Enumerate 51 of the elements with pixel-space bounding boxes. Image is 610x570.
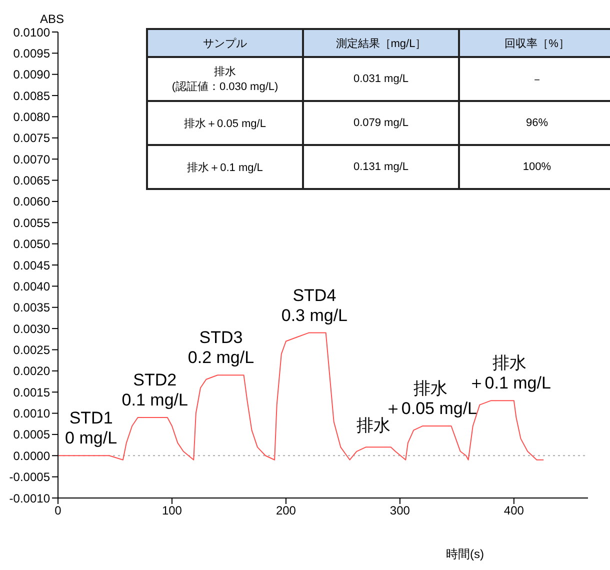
annotation: STD1 0 mg/L [65,408,118,448]
annotation: 排水 [414,378,448,398]
y-tick-label: 0.0050 [13,237,50,252]
y-tick-label: 0.0085 [13,88,50,103]
x-tick-label: 300 [390,504,410,518]
y-tick-label: 0.0070 [13,152,50,166]
y-tick-label: 0.0040 [13,279,50,294]
x-tick-label: 0 [54,504,62,518]
annotation: STD2 0.1 mg/L [122,370,188,410]
y-tick-label: 0.0045 [13,258,50,272]
y-tick-label: 0.0075 [13,131,50,146]
annotation: 回収率［%］ [459,29,610,57]
annotation: 排水＋0.1 mg/L [147,145,303,189]
annotation: ＋0.05 mg/L [384,398,478,418]
y-tick-label: 0.0000 [13,448,50,463]
x-tick-label: 100 [162,504,182,518]
y-tick-label: 0.0030 [13,322,50,336]
y-tick-label: 0.0035 [13,300,50,315]
x-tick-label: 200 [276,504,296,518]
annotation: 排水 [492,354,526,373]
y-tick-label: 0.0055 [13,216,50,230]
annotation: 排水 (認証値：0.030 mg/L) [147,57,303,101]
y-tick-label: 0.0090 [13,68,50,82]
annotation: 測定結果［mg/L］ [303,29,459,57]
y-tick-label: 0.0005 [13,428,50,442]
annotation: 排水＋0.05 mg/L [147,101,303,145]
y-tick-label: 0.0020 [13,364,50,378]
annotation: 0.031 mg/L [303,57,459,101]
y-tick-label: 0.0095 [13,46,50,60]
annotation: ＋0.1 mg/L [468,374,551,393]
y-axis-title: ABS [40,12,64,26]
annotation: STD4 0.3 mg/L [281,286,348,325]
y-tick-label: 0.0025 [13,342,50,357]
y-tick-label: 0.0015 [13,385,50,400]
annotation: 0.131 mg/L [303,145,459,189]
annotation: サンプル [147,29,303,57]
x-tick-label: 400 [504,504,524,518]
annotation: 排水 [356,416,391,435]
y-tick-label: 0.0080 [13,110,50,124]
y-tick-label: 0.0100 [13,25,50,40]
y-tick-label: 0.0010 [13,406,50,421]
annotation: 96% [459,101,610,145]
annotation: － [459,57,610,101]
annotation: 100% [459,145,610,189]
y-tick-label: 0.0060 [13,194,50,209]
annotation: STD3 0.2 mg/L [188,328,254,368]
x-axis-title: 時間(s) [446,546,484,563]
annotation: 0.079 mg/L [303,101,459,145]
y-tick-label: 0.0065 [13,174,50,188]
y-tick-label: -0.0005 [9,470,50,484]
y-tick-label: -0.0010 [9,491,50,506]
